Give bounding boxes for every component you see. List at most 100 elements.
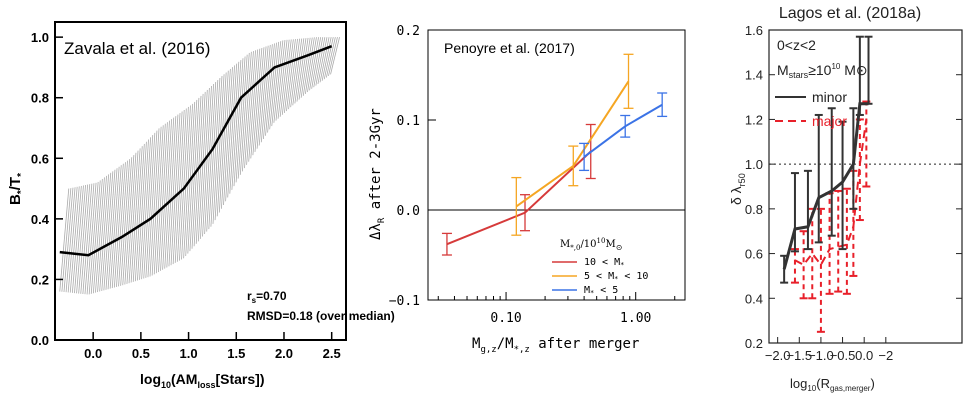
penoyre-x-m: M	[472, 336, 480, 352]
zavala-band-hatch	[252, 47, 263, 156]
zavala-band-hatch	[153, 125, 164, 275]
legend-blue-text2: < 5	[594, 285, 618, 296]
penoyre-series	[441, 53, 668, 256]
zavala-y-label-t: /T	[7, 177, 24, 190]
lagos-mass-m: M	[777, 62, 789, 78]
zavala-band-hatch	[65, 187, 76, 293]
lagos-redshift-annotation: 0<z<2	[777, 37, 816, 53]
zavala-y-tick-label: 0.4	[31, 212, 50, 227]
legend-orange-sub: *	[614, 275, 618, 283]
zavala-stat-rmsd: RMSD=0.18 (over median)	[247, 309, 395, 323]
zavala-band-hatch	[116, 162, 126, 287]
zavala-band-hatch	[267, 42, 277, 133]
zavala-band-hatch	[92, 178, 103, 294]
lagos-x-tick-label: −1.0	[808, 348, 834, 363]
legend-blue-sub: *	[590, 289, 594, 297]
zavala-band-hatch	[88, 181, 99, 295]
lagos-x-ticks: −2.0−1.5−1.0−0.5 0.0 −2	[765, 337, 893, 363]
zavala-band-hatch	[128, 150, 139, 284]
zavala-band-hatch	[218, 70, 229, 213]
zavala-band-hatch	[118, 160, 128, 287]
zavala-stat-rs-sub: s	[252, 296, 257, 305]
zavala-band-hatch	[181, 105, 191, 260]
zavala-scatter-band	[59, 37, 340, 295]
zavala-band-hatch	[164, 117, 175, 269]
zavala-x-tick-label: 2.5	[323, 346, 341, 361]
penoyre-y-ticks: −0.1 0.0 0.1 0.2	[389, 24, 436, 309]
lagos-y-label: δ λr50	[728, 173, 747, 205]
lagos-x-r: (R	[816, 376, 830, 391]
zavala-band-hatch	[151, 126, 162, 276]
zavala-band-hatch	[63, 187, 74, 293]
zavala-band-hatch	[67, 186, 78, 293]
zavala-band-hatch	[290, 38, 301, 108]
zavala-band-hatch	[76, 184, 86, 294]
legend-label-blue: M* < 5	[584, 285, 618, 297]
zavala-band-hatch	[296, 38, 307, 102]
penoyre-x-after: after merger	[530, 336, 640, 352]
zavala-band-hatch	[216, 72, 227, 217]
lagos-mass-annotation: Mstars≥1010 M⊙	[777, 62, 868, 80]
zavala-band-hatch	[302, 37, 313, 96]
zavala-band-hatch	[304, 37, 315, 94]
zavala-x-tick-label: 1.5	[227, 346, 245, 361]
zavala-band-hatch	[202, 85, 212, 237]
zavala-plot-frame	[54, 21, 347, 341]
zavala-band-hatch	[80, 184, 91, 294]
zavala-band-hatch	[69, 186, 80, 293]
zavala-band-hatch	[269, 41, 280, 130]
zavala-band-hatch	[172, 111, 183, 265]
zavala-x-label-am: (AM	[171, 371, 197, 387]
penoyre-x-gz: g,z	[480, 345, 496, 355]
zavala-band-hatch	[237, 54, 248, 179]
zavala-band-hatch	[208, 79, 219, 230]
penoyre-y-tick-label: −0.1	[389, 294, 420, 309]
zavala-band-hatch	[61, 188, 72, 292]
zavala-band-hatch	[141, 137, 152, 280]
penoyre-y-delta: Δλ	[368, 223, 384, 240]
lagos-major-line	[794, 119, 868, 267]
zavala-band-hatch	[90, 180, 101, 294]
zavala-band-hatch	[315, 37, 326, 86]
zavala-band-hatch	[292, 38, 303, 106]
zavala-band-hatch	[176, 108, 187, 262]
zavala-y-ticks: 0.0 0.2 0.4 0.6 0.8 1.0	[31, 30, 63, 348]
zavala-band-hatch	[300, 37, 311, 98]
zavala-x-label-log: log	[140, 371, 161, 387]
penoyre-y-tick-label: 0.2	[397, 24, 420, 39]
zavala-band-hatch	[197, 89, 208, 242]
zavala-band-hatch	[195, 91, 206, 244]
lagos-x-tick-label: −0.5	[830, 348, 856, 363]
zavala-y-label-sub2: *	[16, 173, 27, 177]
zavala-band-hatch	[321, 37, 332, 81]
lagos-minor-series	[780, 35, 873, 284]
lagos-mass-sun: M⊙	[840, 62, 867, 78]
zavala-band-hatch	[86, 182, 97, 295]
zavala-band-hatch	[74, 185, 84, 294]
zavala-band-hatch	[241, 51, 252, 172]
zavala-band-hatch	[328, 37, 338, 77]
zavala-x-label-stars: [Stars])	[215, 371, 264, 387]
lagos-y-delta: δ λ	[728, 186, 744, 205]
legend-label-red: 10 < M*	[584, 257, 624, 269]
legend-title-m2: M	[605, 239, 615, 250]
zavala-x-label-loss: loss	[197, 380, 215, 390]
zavala-band-hatch	[105, 169, 116, 290]
zavala-stat-rs-value: =0.70	[256, 289, 287, 303]
zavala-band-hatch	[231, 60, 242, 190]
zavala-band-hatch	[166, 116, 177, 268]
lagos-y-tick-label: 1.0	[745, 157, 763, 172]
zavala-band-hatch	[271, 41, 282, 127]
zavala-band-hatch	[286, 39, 296, 112]
penoyre-x-ticks: 0.10 1.00	[437, 292, 676, 326]
legend-red-text: 10 < M	[584, 257, 620, 268]
penoyre-x-tick-label: 0.10	[490, 311, 521, 326]
lagos-x-tick-label: −1.5	[786, 348, 812, 363]
lagos-y-tick-label: 1.6	[745, 23, 763, 38]
zavala-band-hatch	[311, 37, 322, 89]
lagos-y-tick-label: 0.4	[745, 291, 763, 306]
lagos-y-tick-label: 1.4	[745, 68, 763, 83]
zavala-x-tick-label: 1.0	[180, 346, 198, 361]
penoyre-y-tick-label: 0.0	[397, 204, 420, 219]
zavala-band-hatch	[170, 113, 181, 266]
